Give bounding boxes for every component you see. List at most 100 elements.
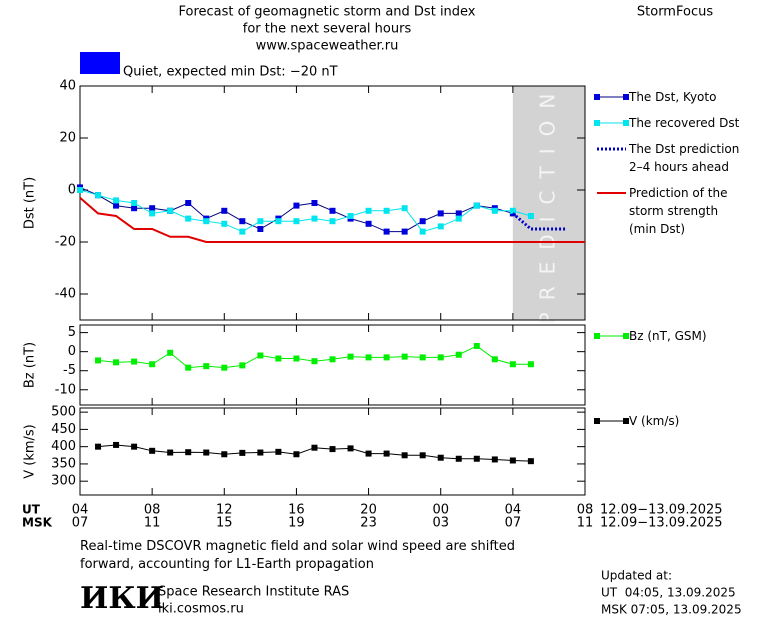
marker bbox=[455, 455, 462, 462]
marker bbox=[95, 192, 102, 199]
marker bbox=[509, 457, 516, 464]
legend-label: V (km/s) bbox=[629, 414, 680, 428]
marker bbox=[185, 215, 192, 222]
marker bbox=[221, 451, 228, 458]
marker bbox=[221, 207, 228, 214]
series-line bbox=[511, 212, 567, 231]
marker bbox=[365, 354, 372, 361]
x-row-label: UT bbox=[22, 503, 41, 517]
marker bbox=[95, 357, 102, 364]
x-tick-label: 20 bbox=[360, 503, 377, 518]
marker bbox=[491, 207, 498, 214]
plot-frame bbox=[79, 85, 586, 321]
y-tick-label: 20 bbox=[59, 131, 76, 146]
x-tick-label-msk: 07 bbox=[72, 516, 89, 531]
plot-frame bbox=[79, 324, 586, 406]
marker bbox=[437, 210, 444, 217]
marker bbox=[167, 449, 174, 456]
marker bbox=[113, 359, 120, 366]
marker bbox=[347, 213, 354, 219]
marker bbox=[509, 361, 516, 368]
y-tick-label: 300 bbox=[51, 474, 76, 489]
marker bbox=[401, 452, 408, 459]
y-tick-label: 40 bbox=[59, 79, 76, 94]
marker bbox=[311, 358, 318, 365]
marker bbox=[527, 361, 534, 368]
marker bbox=[365, 220, 372, 227]
x-row-label: MSK bbox=[22, 516, 53, 530]
x-tick-label-msk: 23 bbox=[360, 516, 377, 531]
marker bbox=[95, 443, 102, 450]
x-date-range: 12.09−13.09.2025 bbox=[600, 516, 723, 531]
institute: Space Research Institute RAS bbox=[158, 585, 349, 600]
legend-label: The Dst, Kyoto bbox=[629, 90, 717, 104]
marker bbox=[203, 449, 210, 456]
marker bbox=[203, 218, 210, 225]
legend-marker bbox=[623, 120, 629, 126]
note: Real-time DSCOVR magnetic field and sola… bbox=[80, 539, 516, 572]
x-tick-label-msk: 19 bbox=[288, 516, 305, 531]
marker bbox=[527, 458, 534, 465]
marker bbox=[365, 450, 372, 457]
marker bbox=[401, 205, 408, 212]
marker bbox=[473, 455, 480, 462]
y-tick-label: -5 bbox=[63, 363, 76, 378]
x-tick-label: 12 bbox=[216, 503, 233, 518]
marker bbox=[293, 202, 300, 209]
marker bbox=[419, 452, 426, 459]
y-tick-label: 350 bbox=[51, 456, 76, 471]
marker bbox=[185, 200, 192, 206]
marker bbox=[149, 447, 156, 454]
marker bbox=[275, 355, 282, 362]
updated: UT 04:05, 13.09.2025 bbox=[601, 586, 736, 600]
marker bbox=[383, 207, 390, 214]
status-box bbox=[80, 52, 120, 74]
marker bbox=[203, 363, 210, 370]
y-tick-label: 500 bbox=[51, 405, 76, 420]
marker bbox=[131, 358, 138, 365]
marker bbox=[149, 210, 156, 217]
legend-marker bbox=[623, 333, 629, 339]
title: for the next several hours bbox=[243, 22, 412, 37]
y-tick-label: -10 bbox=[55, 382, 76, 397]
logo: ИКИ bbox=[80, 581, 164, 616]
y-axis-label: V (km/s) bbox=[23, 424, 38, 479]
marker bbox=[383, 354, 390, 361]
marker bbox=[329, 207, 336, 214]
marker bbox=[275, 218, 282, 225]
marker bbox=[527, 213, 534, 219]
x-tick-label: 16 bbox=[288, 503, 305, 518]
brand: StormFocus bbox=[637, 5, 713, 20]
legend-marker bbox=[594, 94, 600, 100]
x-tick-label-msk: 03 bbox=[432, 516, 449, 531]
marker bbox=[131, 443, 138, 450]
marker bbox=[455, 215, 462, 222]
x-tick-label: 00 bbox=[432, 503, 449, 518]
marker bbox=[185, 449, 192, 456]
marker bbox=[437, 454, 444, 461]
y-tick-label: 450 bbox=[51, 422, 76, 437]
marker bbox=[239, 218, 246, 225]
marker bbox=[293, 218, 300, 225]
marker bbox=[221, 220, 228, 227]
marker bbox=[293, 451, 300, 458]
marker bbox=[131, 200, 138, 206]
title: www.spaceweather.ru bbox=[256, 39, 399, 54]
marker bbox=[455, 210, 462, 217]
legend-label: The recovered Dst bbox=[629, 116, 740, 130]
marker bbox=[347, 353, 354, 360]
marker bbox=[419, 354, 426, 361]
status-label: Quiet, expected min Dst: −20 nT bbox=[123, 65, 338, 80]
marker bbox=[149, 205, 156, 212]
marker bbox=[167, 207, 174, 214]
marker bbox=[419, 228, 426, 235]
marker bbox=[257, 226, 264, 232]
marker bbox=[167, 349, 174, 356]
title: Forecast of geomagnetic storm and Dst in… bbox=[178, 5, 475, 20]
marker bbox=[221, 364, 228, 371]
legend-label: Prediction of the storm strength (min Ds… bbox=[629, 186, 728, 236]
marker bbox=[455, 351, 462, 358]
marker bbox=[257, 352, 264, 359]
marker bbox=[239, 449, 246, 456]
